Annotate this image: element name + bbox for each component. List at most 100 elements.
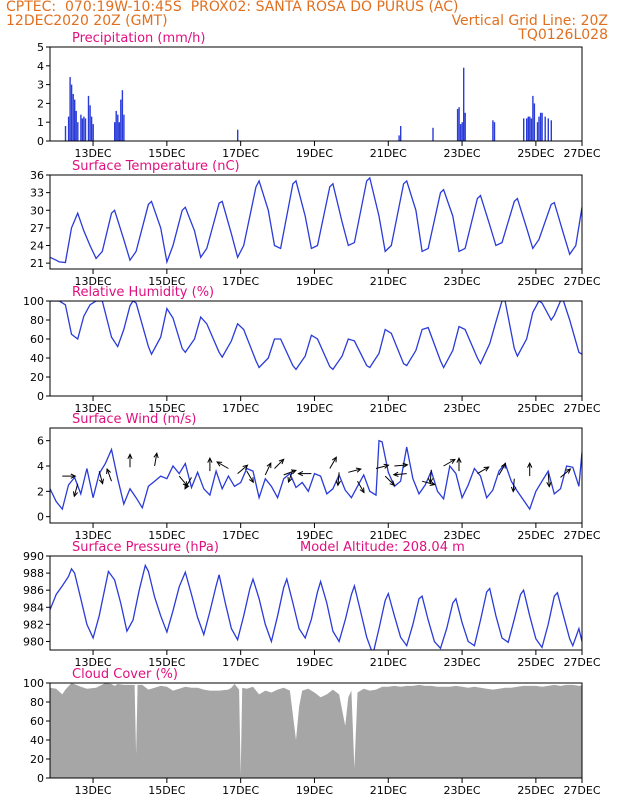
precip-bar (117, 114, 119, 141)
y-tick-label: 30 (30, 204, 44, 217)
y-tick-label: 0 (37, 511, 44, 524)
wind-vector-head (331, 456, 337, 463)
precip-bar (121, 90, 124, 141)
y-tick-label: 0 (37, 390, 44, 403)
wind-vector (560, 468, 571, 478)
panel-frame (49, 682, 583, 779)
panel-title: Cloud Cover (%) (72, 667, 178, 682)
x-tick-label: 19DEC (296, 275, 333, 288)
precip-bar (118, 122, 120, 141)
wind-vector (184, 477, 192, 489)
run-datetime: 12DEC2020 20Z (GMT) (6, 13, 168, 29)
y-tick-label: 80 (30, 314, 44, 327)
series-humidity (50, 301, 582, 371)
x-tick-label: 15DEC (148, 529, 185, 542)
y-tick-label: 80 (30, 696, 44, 709)
x-tick-label: 17DEC (222, 529, 259, 542)
x-tick-label: 21DEC (370, 275, 407, 288)
x-tick-label: 21DEC (370, 656, 407, 669)
panel-frame (49, 46, 583, 142)
panel-frame (49, 174, 583, 270)
panel-frame (49, 300, 583, 397)
wind-vector (329, 457, 337, 469)
x-tick-label: 19DEC (296, 656, 333, 669)
precip-bar (526, 118, 528, 141)
x-tick-label: 21DEC (370, 402, 407, 415)
wind-vector-head (106, 467, 111, 475)
wind-vector (393, 473, 407, 476)
wind-vector-head (184, 483, 190, 490)
temperature-line (50, 176, 582, 265)
y-tick-label: 27 (30, 222, 44, 235)
wind-vector-head (483, 466, 490, 472)
x-tick-label: 23DEC (444, 784, 481, 797)
precip-bar (538, 116, 540, 141)
y-tick-label: 36 (30, 169, 44, 182)
panel-title: Surface Wind (m/s) (72, 412, 196, 427)
vertical-grid-note: Vertical Grid Line: 20Z (451, 13, 608, 29)
y-tick-label: 40 (30, 352, 44, 365)
wind-vector-head (287, 476, 293, 484)
wind-vector-head (153, 452, 159, 459)
precip-bar (456, 109, 459, 141)
y-tick-label: 980 (23, 635, 44, 648)
wind-vector (421, 480, 435, 486)
wind-vector (274, 458, 285, 469)
x-tick-label: 23DEC (444, 529, 481, 542)
precip-bar (89, 105, 91, 141)
precip-bar (123, 114, 125, 141)
precip-bar (80, 114, 82, 141)
y-tick-label: 60 (30, 715, 44, 728)
series-wind (50, 439, 582, 511)
precip-bar (550, 120, 552, 141)
y-tick-label: 100 (23, 677, 44, 690)
precip-bar (70, 84, 73, 141)
cloud-area (50, 683, 582, 778)
series-precip (64, 67, 552, 141)
x-tick-label: 15DEC (148, 147, 185, 160)
wind-vector-head (449, 458, 456, 464)
x-tick-label: 25DEC (517, 275, 554, 288)
wind-vector (348, 468, 361, 473)
y-tick-label: 990 (23, 550, 44, 563)
y-tick-label: 1 (37, 116, 44, 129)
wind-vector-head (527, 461, 533, 468)
precip-bar (64, 126, 67, 141)
model-id: TQ0126L028 (518, 27, 608, 43)
x-tick-label: 13DEC (74, 402, 111, 415)
y-tick-label: 982 (23, 618, 44, 631)
precip-bar (75, 110, 77, 141)
x-tick-label: 21DEC (370, 529, 407, 542)
precip-bar (529, 116, 531, 141)
precip-bar (398, 135, 400, 141)
x-tick-label: 21DEC (370, 784, 407, 797)
wind-vector (477, 466, 489, 475)
panel-frame (49, 555, 583, 651)
wind-vector-head (359, 487, 365, 494)
y-tick-label: 984 (23, 601, 44, 614)
wind-vector-head (355, 467, 362, 473)
precip-bar (81, 118, 84, 141)
precip-bar (92, 124, 94, 141)
precip-bar (547, 118, 549, 141)
y-tick-label: 60 (30, 333, 44, 346)
wind-vector (178, 475, 188, 487)
precip-bar (90, 116, 93, 141)
wind-vector (375, 464, 389, 469)
y-tick-label: 3 (37, 79, 44, 92)
x-tick-label: 27DEC (563, 784, 600, 797)
wind-line (50, 439, 582, 511)
wind-vector (498, 463, 506, 476)
precip-bar (115, 110, 117, 141)
precip-bar (77, 122, 79, 141)
panel-title: Surface Pressure (hPa) (72, 540, 219, 555)
precip-bar (83, 116, 85, 141)
precip-bar (74, 99, 76, 141)
x-tick-label: 25DEC (517, 656, 554, 669)
panel-subtitle: Model Altitude: 208.04 m (300, 540, 465, 555)
precip-bar (400, 126, 402, 141)
x-tick-label: 19DEC (296, 784, 333, 797)
wind-vector-head (427, 477, 434, 484)
x-tick-label: 13DEC (74, 784, 111, 797)
